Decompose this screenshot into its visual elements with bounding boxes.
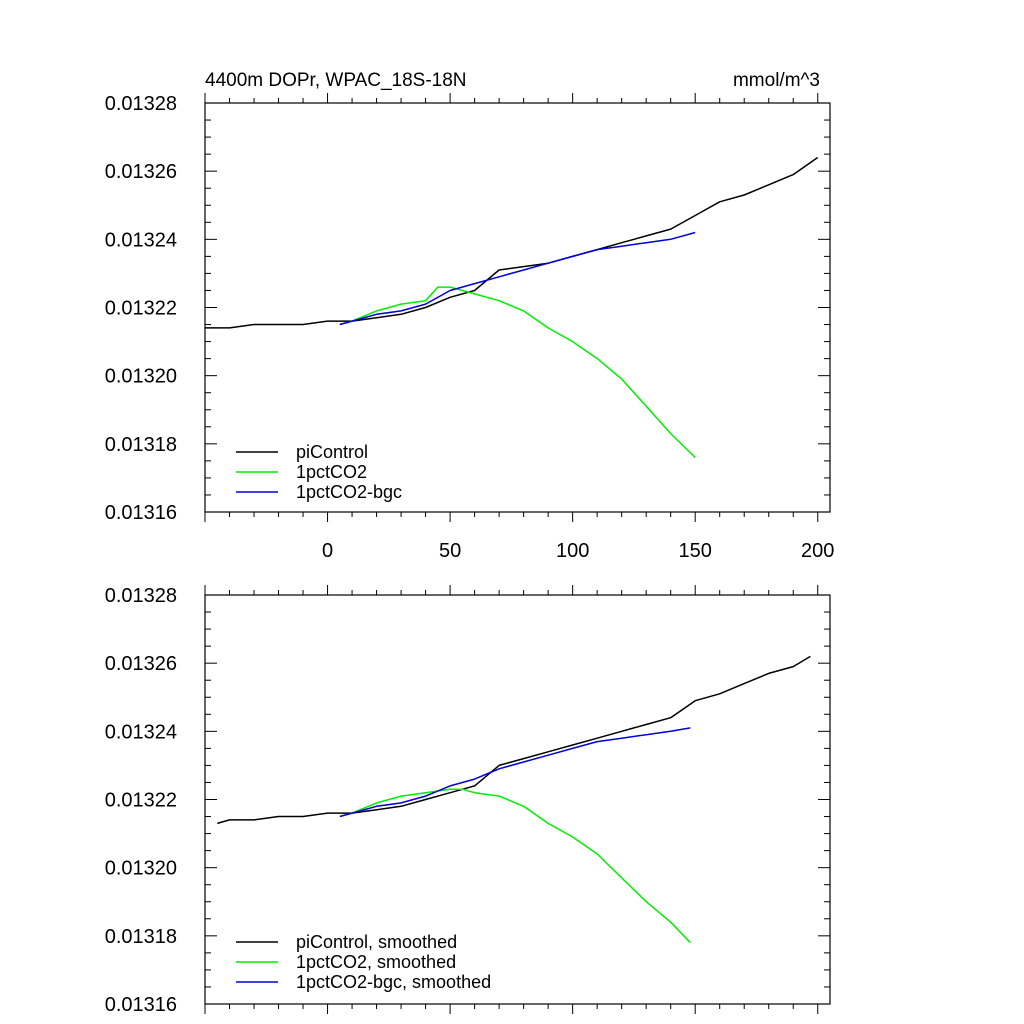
legend-label: piControl, smoothed [296,932,457,952]
legend-label: 1pctCO2-bgc, smoothed [296,972,491,992]
top-plot-frame [204,102,831,513]
y-tick-label: 0.01324 [105,229,177,251]
y-tick-label: 0.01318 [105,926,177,948]
series-line-1 [339,286,696,459]
x-tick-label: 50 [439,540,461,562]
bottom-plot-frame [204,594,831,1005]
bottom-series-lines [217,655,811,944]
top-x-tick-labels: 0 50 100 150 200 [322,540,834,562]
bottom-chart-panel: 0.01316 0.01318 0.01320 0.01322 0.01324 0.013… [105,585,831,1016]
y-tick-label: 0.01320 [105,858,177,880]
chart-title: 4400m DOPr, WPAC_18S-18N [205,70,467,91]
series-line-1 [339,788,691,944]
top-series-lines [205,156,819,459]
y-tick-label: 0.01324 [105,721,177,743]
x-tick-label: 200 [801,540,834,562]
series-line-0 [217,655,811,825]
x-tick-label: 100 [556,540,589,562]
legend-label: 1pctCO2-bgc [296,482,402,502]
legend-label: piControl [296,442,368,462]
top-chart-panel: 4400m DOPr, WPAC_18S-18N mmol/m^3 0.0131… [105,70,835,562]
legend-label: 1pctCO2, smoothed [296,952,456,972]
series-line-2 [339,727,691,818]
y-tick-label: 0.01322 [105,298,177,320]
series-line-0 [205,156,819,329]
y-tick-label: 0.01326 [105,161,177,183]
y-tick-label: 0.01328 [105,585,177,607]
x-tick-label: 0 [322,540,333,562]
y-tick-label: 0.01320 [105,366,177,388]
y-tick-label: 0.01316 [105,502,177,524]
units-label: mmol/m^3 [733,70,820,91]
y-tick-label: 0.01316 [105,994,177,1016]
y-tick-label: 0.01318 [105,434,177,456]
top-y-tick-labels: 0.01316 0.01318 0.01320 0.01322 0.01324 0.013… [105,93,177,524]
y-tick-label: 0.01326 [105,653,177,675]
y-tick-label: 0.01328 [105,93,177,115]
bottom-y-tick-labels: 0.01316 0.01318 0.01320 0.01322 0.01324 0.013… [105,585,177,1016]
top-axis-ticks [204,93,830,522]
series-line-2 [339,231,696,326]
legend-label: 1pctCO2 [296,462,367,482]
x-tick-label: 150 [679,540,712,562]
y-tick-label: 0.01322 [105,790,177,812]
